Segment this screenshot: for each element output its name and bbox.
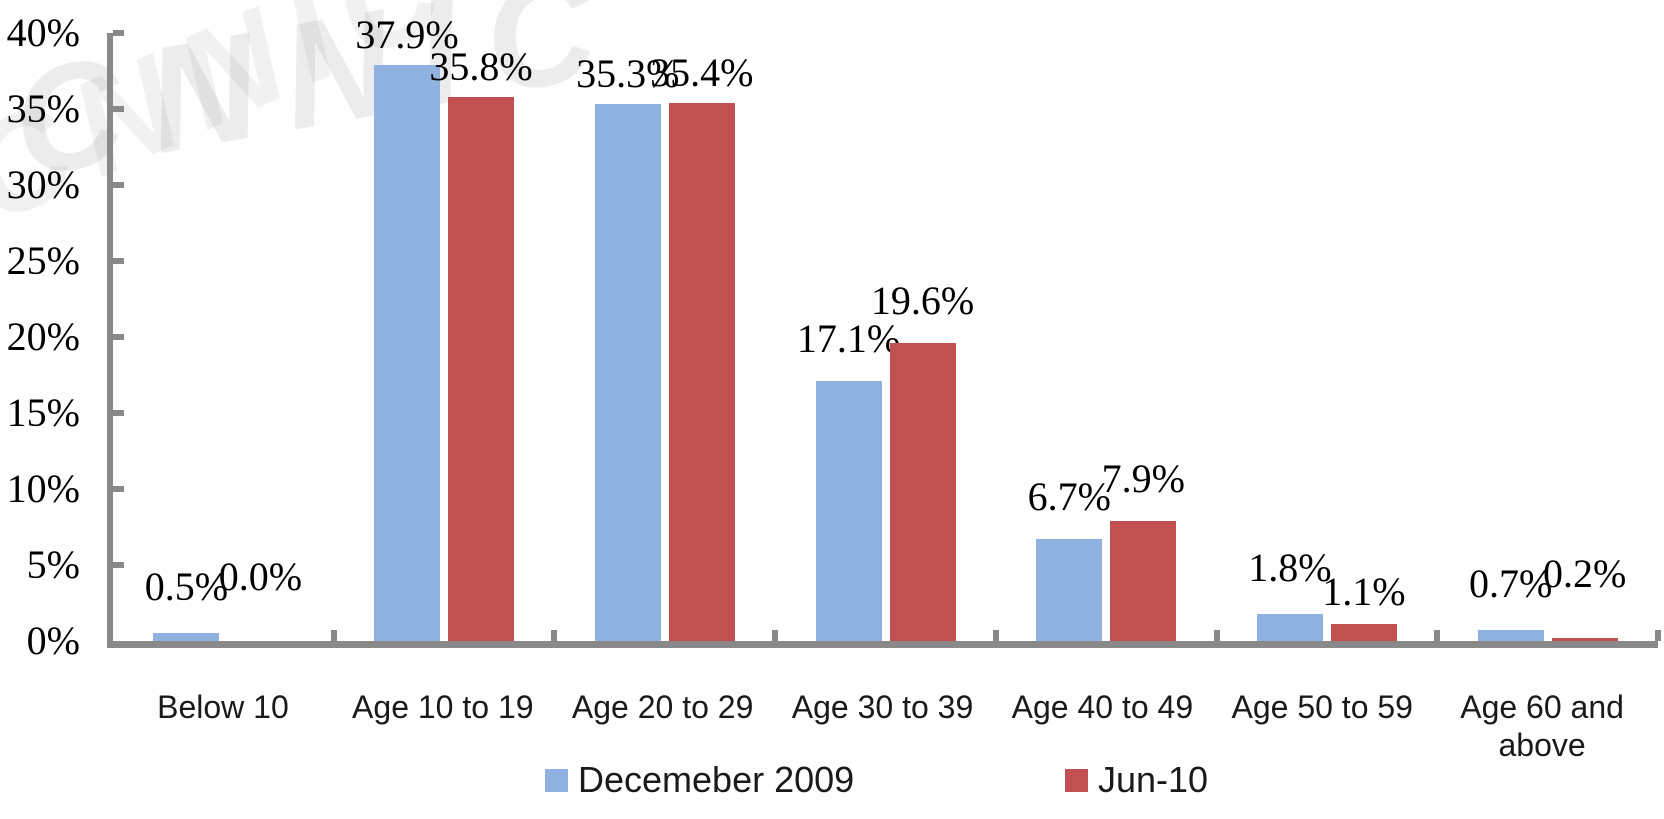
bar-series-2 — [889, 343, 956, 641]
x-axis-labels: Below 10 Age 10 to 19 Age 20 to 29 Age 30 t… — [113, 688, 1652, 764]
data-label: 0.7% — [1469, 561, 1553, 607]
y-axis-tick — [113, 486, 124, 492]
bar-group-5: 6.7% 7.9% — [996, 33, 1217, 641]
bar-group-7: 0.7% 0.2% — [1437, 33, 1658, 641]
bar-group-2: 37.9% 35.8% — [334, 14, 555, 641]
data-label: 7.9% — [1101, 455, 1185, 501]
data-label: 0.5% — [144, 564, 229, 610]
x-axis-tick — [1213, 630, 1220, 641]
y-axis-tick — [113, 106, 124, 112]
y-tick-label: 30% — [6, 162, 80, 207]
bar-group-4: 17.1% 19.6% — [775, 33, 996, 641]
data-label: 0.0% — [218, 554, 303, 599]
x-axis-tick — [551, 630, 558, 641]
data-label: 6.7% — [1027, 474, 1111, 520]
y-axis-tick — [113, 334, 124, 340]
y-tick-label: 40% — [6, 10, 80, 55]
y-tick-label: 10% — [6, 466, 80, 511]
y-axis-tick — [113, 410, 124, 416]
category-label: Age 40 to 49 — [1011, 689, 1194, 725]
y-tick-label: 15% — [6, 390, 80, 435]
data-label: 35.8% — [429, 43, 533, 89]
x-axis-tick — [330, 630, 337, 641]
bar-series-1 — [1256, 613, 1323, 641]
legend-label: Decemeber 2009 — [578, 759, 855, 800]
legend-item-1: Decemeber 2009 — [545, 762, 854, 798]
bar-group-1: 0.5% 0.0% — [113, 33, 334, 641]
legend: Decemeber 2009 Jun-10 — [0, 762, 1664, 802]
bar-series-2 — [668, 102, 735, 641]
plot-area: 0.5% 0.0% 37.9% 35.8% 35.3% 35.4% 17.1% 19.6% 6.… — [107, 14, 1661, 648]
bar-series-2 — [1551, 638, 1618, 641]
x-axis-tick — [772, 630, 779, 641]
data-label: 17.1% — [796, 316, 901, 362]
category-label: Age 50 to 59 — [1231, 689, 1413, 725]
bar-series-2 — [1330, 624, 1397, 641]
legend-swatch-icon — [545, 768, 568, 792]
category-label: Age 10 to 19 — [352, 689, 534, 725]
bar-group-6: 1.8% 1.1% — [1217, 33, 1438, 641]
data-label: 1.8% — [1248, 544, 1332, 590]
bar-group-3: 35.3% 35.4% — [554, 33, 775, 641]
y-tick-label: 35% — [6, 86, 80, 131]
y-axis-tick — [113, 562, 124, 568]
x-axis-tick — [1434, 630, 1441, 641]
y-axis-tick — [113, 182, 124, 188]
data-label: 35.4% — [650, 49, 754, 95]
bar-series-1 — [153, 633, 220, 641]
y-tick-label: 0% — [26, 618, 80, 663]
bar-series-1 — [374, 64, 441, 641]
y-tick-label: 20% — [6, 314, 80, 359]
category-label: Age 60 and above — [1460, 689, 1624, 763]
data-label: 1.1% — [1322, 569, 1406, 615]
bar-series-2 — [1110, 520, 1177, 641]
data-label: 19.6% — [870, 278, 975, 324]
bar-series-1 — [1477, 630, 1544, 641]
x-axis-tick — [1655, 630, 1661, 641]
bar-series-1 — [594, 104, 661, 641]
data-label: 0.2% — [1543, 551, 1627, 596]
y-tick-label: 5% — [26, 542, 80, 587]
y-axis-tick — [113, 30, 124, 36]
x-axis-tick — [992, 630, 999, 641]
bar-series-2 — [448, 96, 515, 641]
legend-label: Jun-10 — [1098, 759, 1209, 800]
y-axis-tick — [113, 258, 124, 264]
data-label: 37.9% — [355, 11, 459, 57]
category-label: Below 10 — [157, 689, 289, 725]
category-label: Age 30 to 39 — [791, 689, 974, 725]
data-label: 35.3% — [576, 51, 680, 97]
bar-series-1 — [815, 381, 882, 641]
legend-item-2: Jun-10 — [1065, 762, 1208, 798]
bar-series-1 — [1036, 539, 1103, 641]
y-tick-label: 25% — [6, 238, 80, 283]
category-label: Age 20 to 29 — [571, 689, 754, 725]
legend-swatch-icon — [1065, 768, 1088, 792]
